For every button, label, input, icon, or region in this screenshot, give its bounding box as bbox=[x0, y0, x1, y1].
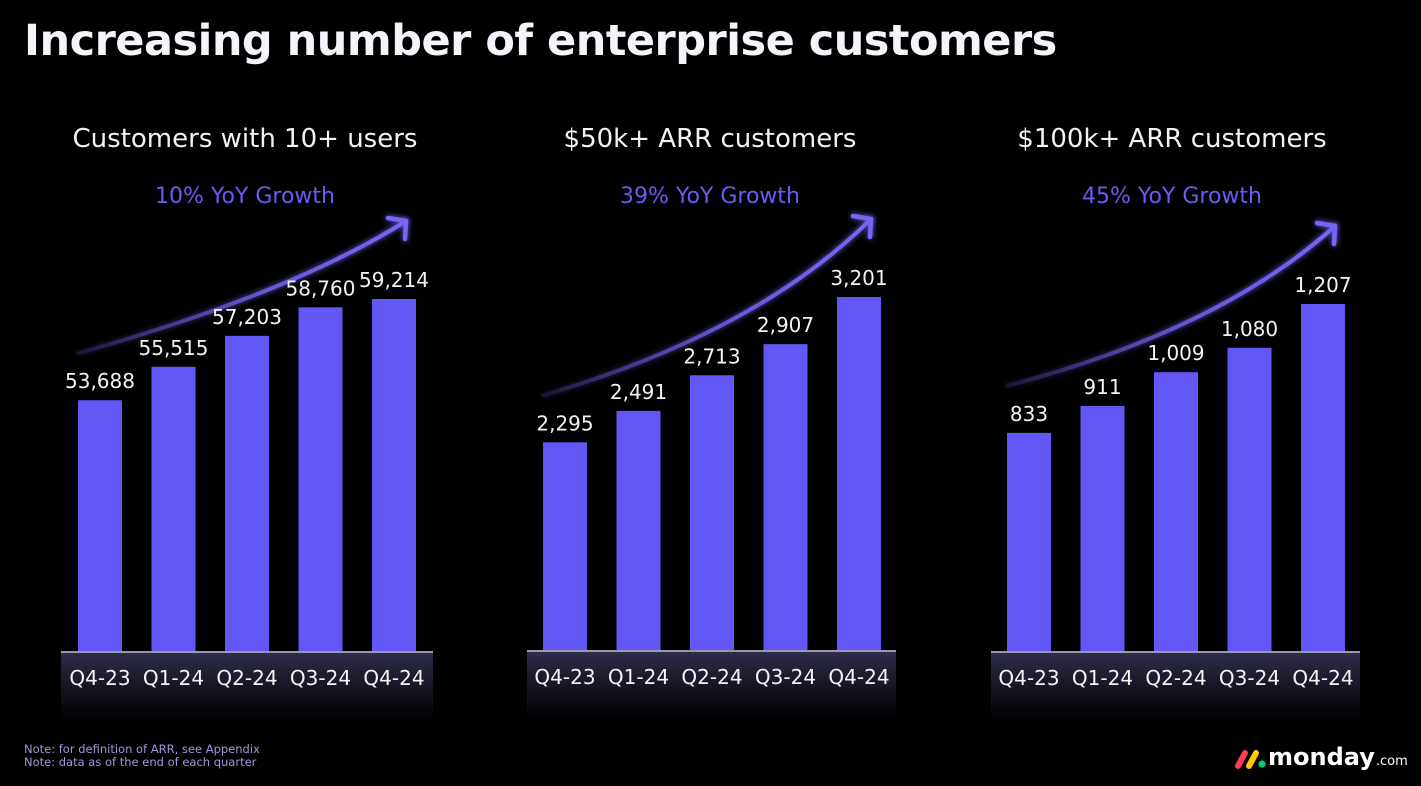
bar-q1-24 bbox=[616, 410, 661, 650]
value-label: 58,760 bbox=[286, 276, 356, 300]
bar-q4-23 bbox=[543, 442, 587, 650]
logo-suffix: .com bbox=[1375, 754, 1408, 769]
bar-q3-24 bbox=[298, 307, 343, 651]
chart-svg: 2,295 2,491 2,713 2,907 3,201 Q4-23 Q1-24 Q2-24… bbox=[534, 213, 890, 689]
footnote-arr: Note: for definition of ARR, see Appendi… bbox=[24, 742, 260, 756]
x-tick-label: Q3-24 bbox=[1219, 666, 1280, 690]
bar-q3-24 bbox=[1227, 347, 1272, 651]
value-label: 1,009 bbox=[1147, 341, 1204, 365]
footnotes: Note: for definition of ARR, see Appendi… bbox=[24, 743, 260, 769]
x-tick-label: Q3-24 bbox=[290, 666, 351, 690]
x-tick-label: Q1-24 bbox=[608, 665, 669, 689]
bar-q2-24 bbox=[225, 335, 269, 651]
x-tick-label: Q4-23 bbox=[69, 666, 130, 690]
chart-title: $100k+ ARR customers bbox=[1017, 124, 1327, 154]
x-tick-label: Q4-24 bbox=[828, 665, 889, 689]
x-tick-label: Q2-24 bbox=[681, 665, 742, 689]
chart-title: $50k+ ARR customers bbox=[563, 124, 857, 154]
footnote-data: Note: data as of the end of each quarter bbox=[24, 755, 257, 769]
chart-panel-50k-arr: 2,295 2,491 2,713 2,907 3,201 Q4-23 Q1-24 Q2-24… bbox=[500, 110, 920, 730]
chart-svg: 833 911 1,009 1,080 1,207 Q4-23 Q1-24 Q2-24 Q3-2… bbox=[998, 220, 1354, 690]
x-axis-band bbox=[61, 651, 433, 725]
bar-q4-24 bbox=[372, 299, 416, 651]
growth-arrow-head-icon bbox=[385, 215, 409, 242]
value-label: 911 bbox=[1083, 375, 1121, 399]
x-tick-label: Q3-24 bbox=[755, 665, 816, 689]
bar-q4-23 bbox=[78, 400, 122, 651]
page-title: Increasing number of enterprise customer… bbox=[24, 16, 1057, 66]
bar-q4-24 bbox=[1301, 304, 1345, 651]
bar-q4-24 bbox=[837, 297, 881, 650]
value-label: 1,080 bbox=[1221, 317, 1278, 341]
value-label: 3,201 bbox=[830, 266, 887, 290]
chart-panel-10plus-users: 53,688 55,515 57,203 58,760 59,214 Q4-23 Q1-24… bbox=[35, 110, 455, 730]
x-tick-label: Q2-24 bbox=[216, 666, 277, 690]
value-label: 1,207 bbox=[1294, 273, 1351, 297]
growth-arrow-line bbox=[541, 217, 873, 398]
chart-title: Customers with 10+ users bbox=[72, 124, 418, 154]
bar-q1-24 bbox=[151, 366, 196, 651]
value-label: 57,203 bbox=[212, 305, 282, 329]
growth-annotation: 45% YoY Growth bbox=[1082, 184, 1262, 209]
monday-logo-mark-icon bbox=[1235, 750, 1266, 769]
value-label: 53,688 bbox=[65, 369, 135, 393]
x-tick-label: Q4-23 bbox=[998, 666, 1059, 690]
logo-stroke-red bbox=[1235, 750, 1248, 769]
monday-logo: monday .com bbox=[1234, 742, 1408, 770]
growth-annotation: 10% YoY Growth bbox=[155, 184, 335, 209]
bar-q3-24 bbox=[763, 344, 808, 650]
value-label: 59,214 bbox=[359, 268, 429, 292]
value-label: 55,515 bbox=[139, 336, 209, 360]
bar-q1-24 bbox=[1080, 405, 1125, 651]
x-axis-band bbox=[527, 650, 896, 724]
value-label: 2,295 bbox=[536, 411, 593, 435]
logo-stroke-yellow bbox=[1246, 750, 1259, 769]
growth-arrow-head-icon bbox=[1314, 220, 1338, 247]
x-tick-label: Q4-24 bbox=[363, 666, 424, 690]
growth-annotation: 39% YoY Growth bbox=[620, 184, 800, 209]
chart-panel-100k-arr: 833 911 1,009 1,080 1,207 Q4-23 Q1-24 Q2-24 Q3-2… bbox=[962, 110, 1382, 730]
logo-wordmark: monday bbox=[1268, 743, 1375, 771]
x-axis-band bbox=[991, 651, 1360, 725]
bar-q4-23 bbox=[1007, 432, 1051, 651]
value-label: 833 bbox=[1010, 402, 1048, 426]
value-label: 2,907 bbox=[757, 313, 814, 337]
growth-arrow-line bbox=[76, 219, 408, 356]
value-label: 2,491 bbox=[610, 380, 667, 404]
x-tick-label: Q4-23 bbox=[534, 665, 595, 689]
x-tick-label: Q2-24 bbox=[1145, 666, 1206, 690]
growth-arrow-line bbox=[1005, 224, 1337, 388]
x-tick-label: Q1-24 bbox=[1072, 666, 1133, 690]
logo-dot-green bbox=[1258, 760, 1266, 768]
bar-q2-24 bbox=[690, 375, 734, 650]
x-tick-label: Q4-24 bbox=[1292, 666, 1353, 690]
x-tick-label: Q1-24 bbox=[143, 666, 204, 690]
growth-arrow-head-icon bbox=[850, 213, 874, 240]
bar-q2-24 bbox=[1154, 372, 1198, 651]
value-label: 2,713 bbox=[683, 344, 740, 368]
